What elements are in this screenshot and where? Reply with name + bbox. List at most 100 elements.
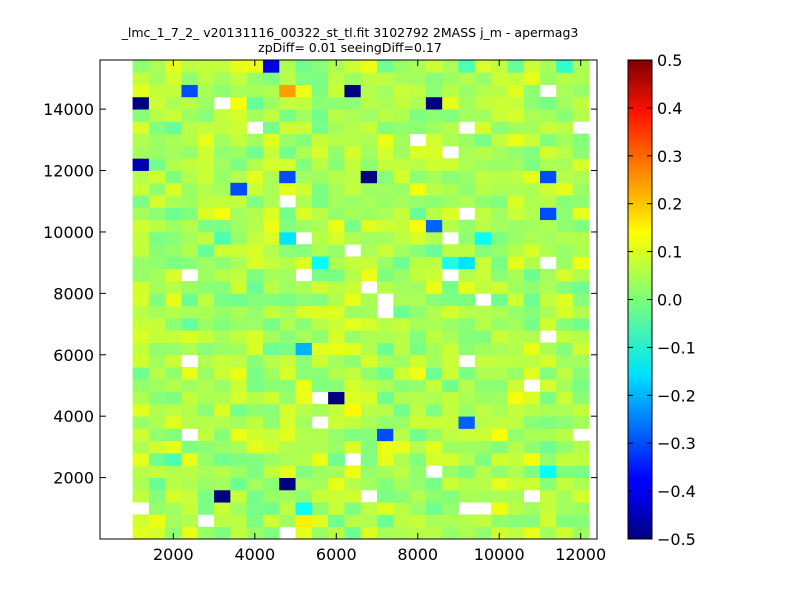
- heatmap-cell: [539, 317, 557, 331]
- heatmap-cell: [295, 317, 313, 331]
- heatmap-cell: [393, 145, 411, 159]
- heatmap-cell: [393, 379, 411, 393]
- heatmap-cell: [474, 367, 492, 380]
- colorbar-tick-label: −0.3: [657, 434, 696, 453]
- heatmap-cell: [311, 403, 329, 417]
- heatmap-cell: [393, 244, 411, 257]
- heatmap-cell: [279, 416, 296, 429]
- heatmap-cell: [214, 367, 231, 380]
- heatmap-cell: [344, 391, 362, 405]
- heatmap-cell: [458, 526, 476, 540]
- heatmap-cell: [491, 317, 508, 331]
- heatmap-cell: [458, 170, 476, 184]
- heatmap-cell: [539, 145, 557, 159]
- heatmap-cell: [491, 342, 508, 356]
- heatmap-cell: [165, 207, 182, 221]
- heatmap-cell: [279, 207, 296, 221]
- heatmap-cell: [181, 453, 199, 466]
- heatmap-cell: [279, 158, 296, 171]
- heatmap-cell: [344, 60, 362, 73]
- heatmap-cell: [409, 379, 427, 393]
- heatmap-cell: [393, 416, 411, 429]
- heatmap-cell: [181, 256, 199, 270]
- heatmap-cell: [360, 231, 378, 245]
- heatmap-cell: [409, 514, 427, 528]
- heatmap-cell: [474, 256, 492, 270]
- heatmap-cell: [458, 317, 476, 331]
- heatmap-cell: [132, 305, 150, 319]
- heatmap-cell: [474, 440, 492, 454]
- heatmap-cell: [393, 367, 411, 380]
- heatmap-cell: [409, 244, 427, 257]
- heatmap-cell: [132, 440, 150, 454]
- heatmap-cell: [181, 514, 199, 528]
- heatmap-cell: [507, 170, 525, 184]
- heatmap-cell: [279, 477, 296, 491]
- heatmap-cell: [491, 96, 508, 110]
- heatmap-cell: [148, 145, 166, 159]
- heatmap-cell: [458, 305, 476, 319]
- heatmap-cell: [132, 489, 150, 503]
- heatmap-cell: [328, 244, 345, 257]
- heatmap-cell: [197, 219, 215, 233]
- heatmap-cell: [328, 416, 345, 429]
- heatmap-cell: [262, 244, 280, 257]
- heatmap-cell: [425, 219, 443, 233]
- heatmap-cell: [539, 207, 557, 221]
- heatmap-cell: [539, 428, 557, 442]
- heatmap-cell: [132, 354, 150, 368]
- heatmap-cell: [148, 133, 166, 147]
- heatmap-cell: [344, 293, 362, 307]
- heatmap-cell: [328, 367, 345, 380]
- heatmap-cell: [197, 293, 215, 307]
- heatmap-cell: [539, 354, 557, 368]
- heatmap-cell: [491, 133, 508, 147]
- heatmap-cell: [197, 489, 215, 503]
- y-tick-label: 14000: [43, 100, 94, 119]
- heatmap-cell: [360, 219, 378, 233]
- heatmap-cell: [572, 96, 590, 110]
- heatmap-cell: [507, 145, 525, 159]
- heatmap-cell: [491, 231, 508, 245]
- heatmap-cell: [556, 133, 573, 147]
- heatmap-cell: [556, 256, 573, 270]
- heatmap-cell: [442, 219, 459, 233]
- heatmap-cell: [491, 514, 508, 528]
- heatmap-cell: [262, 109, 280, 122]
- heatmap-cell: [556, 207, 573, 221]
- heatmap-cell: [425, 330, 443, 343]
- heatmap-cell: [491, 391, 508, 405]
- heatmap-cell: [197, 109, 215, 122]
- heatmap-cell: [425, 416, 443, 429]
- heatmap-cell: [458, 514, 476, 528]
- heatmap-cell: [556, 391, 573, 405]
- heatmap-cell: [295, 403, 313, 417]
- heatmap-cell: [458, 158, 476, 171]
- heatmap-cell: [214, 465, 231, 478]
- heatmap-cell: [442, 465, 459, 478]
- heatmap-cell: [197, 244, 215, 257]
- heatmap-cell: [425, 453, 443, 466]
- heatmap-cell: [279, 219, 296, 233]
- heatmap-cell: [311, 133, 329, 147]
- heatmap-cell: [148, 268, 166, 282]
- heatmap-cell: [474, 403, 492, 417]
- heatmap-cell: [311, 317, 329, 331]
- heatmap-cell: [458, 231, 476, 245]
- heatmap-cell: [474, 489, 492, 503]
- heatmap-cell: [474, 170, 492, 184]
- heatmap-cell: [132, 256, 150, 270]
- heatmap-cell: [181, 244, 199, 257]
- heatmap-cell: [344, 514, 362, 528]
- heatmap-cell: [279, 293, 296, 307]
- y-tick-label: 2000: [53, 469, 94, 488]
- heatmap-cell: [523, 133, 541, 147]
- heatmap-cell: [279, 244, 296, 257]
- heatmap-cell: [328, 109, 345, 122]
- heatmap-cell: [295, 60, 313, 73]
- heatmap-cell: [262, 367, 280, 380]
- x-tick-label: 6000: [316, 545, 357, 564]
- heatmap-cell: [246, 379, 264, 393]
- heatmap-cell: [165, 305, 182, 319]
- heatmap-cell: [507, 354, 525, 368]
